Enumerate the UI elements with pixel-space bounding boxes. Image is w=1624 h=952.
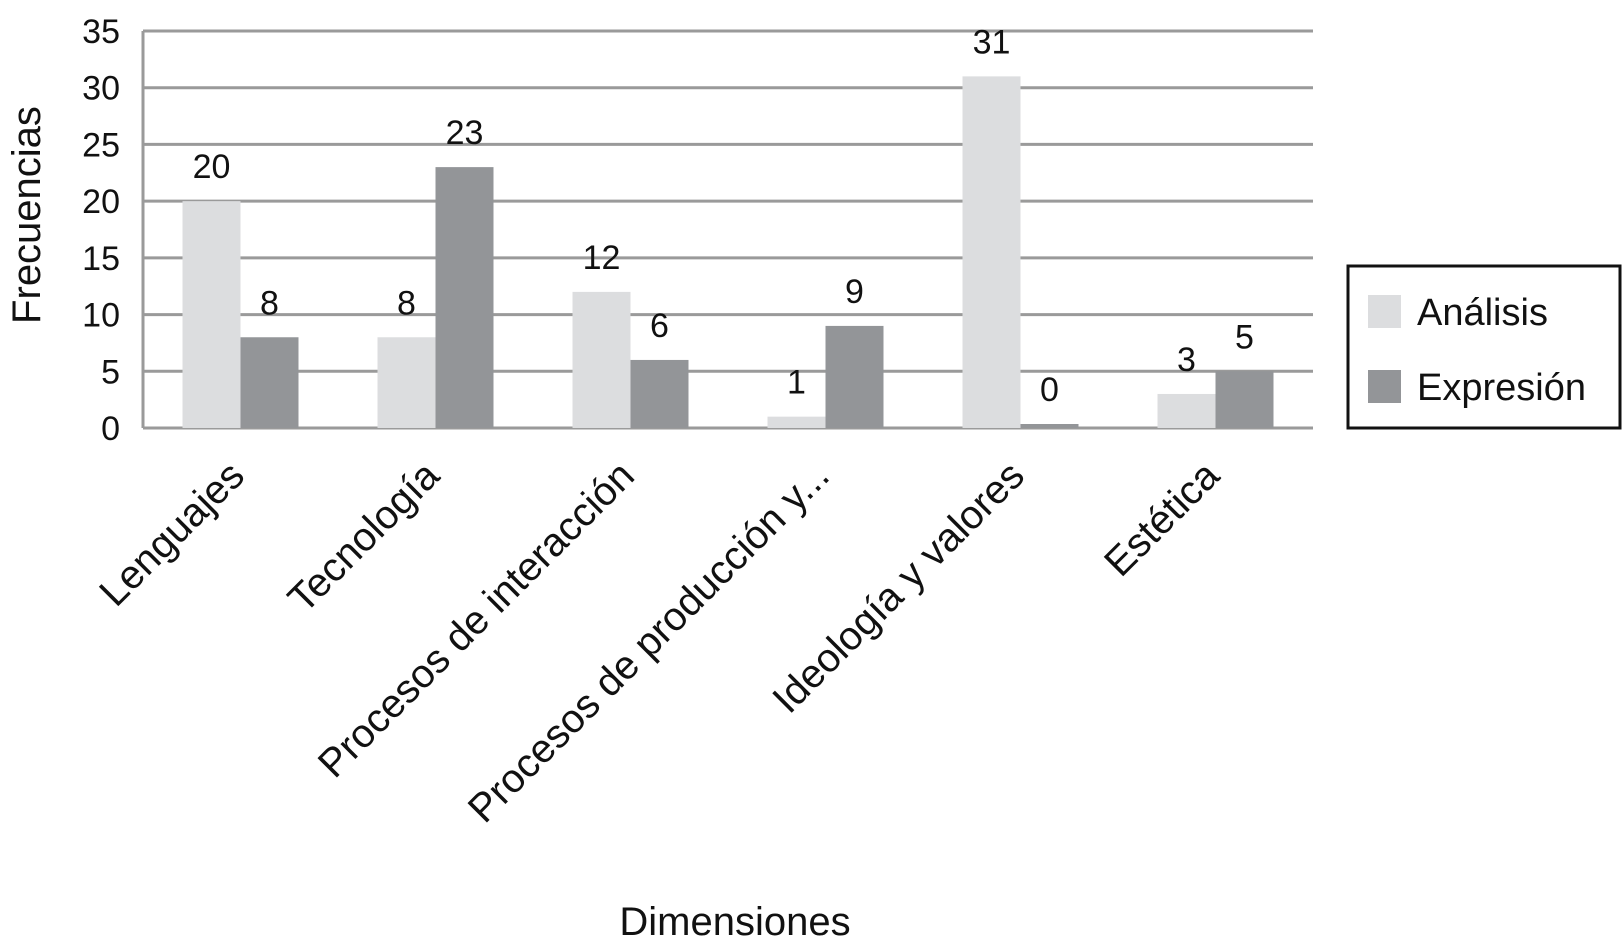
data-label: 1 — [787, 364, 806, 402]
bar-expresion — [630, 359, 689, 428]
y-tick-label: 10 — [82, 297, 120, 335]
bars — [182, 76, 1274, 428]
bar-expresion — [1020, 424, 1079, 428]
y-tick-label: 25 — [82, 126, 120, 164]
y-tick-label: 15 — [82, 240, 120, 278]
bar-analisis — [182, 201, 241, 428]
bar-expresion — [825, 325, 884, 428]
bar-analisis — [962, 76, 1021, 428]
bar-analisis — [1157, 393, 1216, 428]
data-label: 23 — [446, 114, 484, 152]
x-tick-label: Procesos de producción y... — [460, 453, 838, 831]
data-label: 20 — [193, 148, 231, 186]
data-label: 12 — [583, 239, 621, 277]
bar-analisis — [572, 291, 631, 428]
legend-swatch-expresion — [1368, 370, 1401, 403]
data-label: 8 — [260, 284, 279, 322]
legend-swatch-analisis — [1368, 295, 1401, 328]
data-label: 9 — [845, 273, 864, 311]
data-labels: 20 8 8 23 12 6 1 9 31 0 3 5 — [193, 23, 1254, 409]
x-tick-label: Estética — [1096, 453, 1228, 585]
y-tick-label: 30 — [82, 70, 120, 108]
legend-label-expresion: Expresión — [1417, 367, 1586, 409]
bar-analisis — [377, 337, 436, 428]
y-tick-label: 35 — [82, 13, 120, 51]
legend-label-analisis: Análisis — [1417, 292, 1548, 334]
y-tick-label: 0 — [101, 410, 120, 448]
bar-analisis — [767, 416, 826, 428]
data-label: 3 — [1177, 341, 1196, 379]
y-tick-label: 5 — [101, 353, 120, 391]
bar-expresion — [435, 167, 494, 428]
data-label: 31 — [973, 23, 1011, 61]
y-tick-label: 20 — [82, 183, 120, 221]
y-axis-title: Frecuencias — [5, 106, 49, 324]
x-axis-title: Dimensiones — [619, 900, 850, 944]
data-label: 0 — [1040, 371, 1059, 409]
bar-expresion — [240, 337, 299, 428]
legend: Análisis Expresión — [1346, 264, 1622, 430]
x-tick-label: Lenguajes — [91, 453, 253, 615]
bar-expresion — [1215, 371, 1274, 428]
y-axis-ticks: 0 5 10 15 20 25 30 35 — [82, 13, 120, 448]
gridlines — [141, 29, 1313, 430]
x-tick-label: Procesos de interacción — [310, 453, 643, 786]
data-label: 5 — [1235, 318, 1254, 356]
data-label: 8 — [397, 284, 416, 322]
data-label: 6 — [650, 307, 669, 345]
x-tick-label: Tecnología — [280, 453, 448, 621]
